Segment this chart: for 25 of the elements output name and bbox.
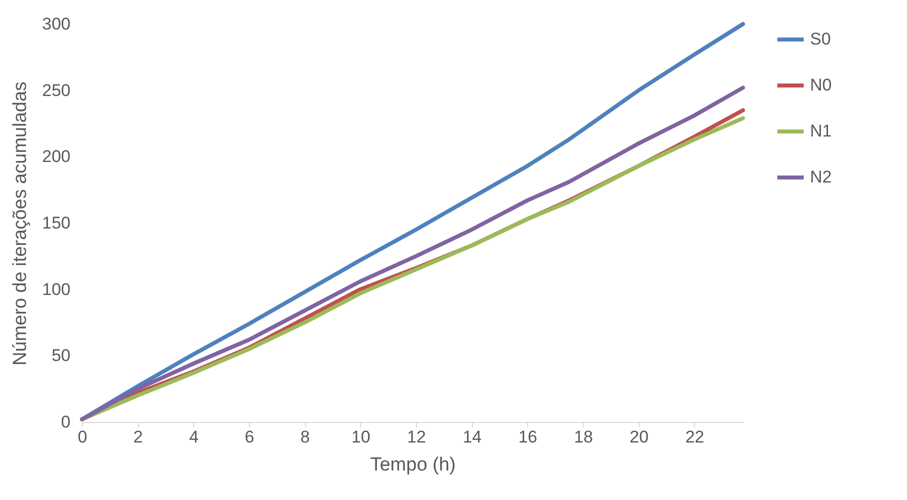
y-tick-label: 150	[42, 214, 70, 232]
x-tick-label: 0	[78, 428, 88, 446]
x-tick-label: 14	[462, 428, 482, 446]
x-tick-label: 6	[244, 428, 254, 446]
x-tick-label: 22	[685, 428, 704, 446]
y-tick-label: 200	[42, 147, 70, 166]
y-tick-label: 0	[61, 412, 70, 432]
y-tick-label: 100	[42, 280, 70, 299]
y-axis-title: Número de iterações acumuladas	[10, 81, 32, 366]
y-tick-label: 50	[52, 346, 70, 366]
x-tick-label: 18	[574, 428, 593, 446]
legend-label: N1	[810, 122, 832, 140]
x-tick-label: 12	[407, 428, 426, 446]
x-tick-label: 4	[189, 428, 199, 446]
y-tick-label: 250	[42, 80, 70, 100]
x-axis-title: Tempo (h)	[370, 454, 456, 476]
legend-label: S0	[810, 30, 831, 48]
x-tick-label: 20	[630, 428, 649, 446]
legend-label: N2	[810, 168, 832, 186]
y-tick-label: 300	[42, 14, 70, 34]
x-tick-label: 10	[351, 428, 370, 446]
x-tick-label: 8	[300, 428, 310, 446]
x-tick-label: 2	[133, 428, 143, 446]
legend-label: N0	[810, 76, 832, 94]
x-tick-label: 16	[518, 428, 538, 446]
